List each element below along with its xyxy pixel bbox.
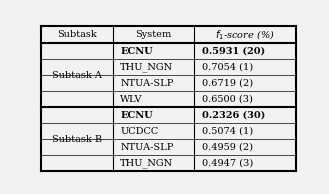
Text: ECNU: ECNU: [120, 47, 153, 56]
Text: ECNU: ECNU: [120, 111, 153, 120]
Text: WLV: WLV: [120, 95, 143, 104]
Text: NTUA-SLP: NTUA-SLP: [120, 143, 173, 152]
Text: 0.6500 (3): 0.6500 (3): [202, 95, 253, 104]
Text: 0.6719 (2): 0.6719 (2): [202, 79, 253, 88]
Text: UCDCC: UCDCC: [120, 127, 159, 136]
Text: 0.5931 (20): 0.5931 (20): [202, 47, 265, 56]
Text: 0.5074 (1): 0.5074 (1): [202, 127, 253, 136]
Text: NTUA-SLP: NTUA-SLP: [120, 79, 173, 88]
Text: Subtask B: Subtask B: [52, 135, 102, 144]
Text: Subtask A: Subtask A: [52, 71, 102, 80]
Text: THU_NGN: THU_NGN: [120, 62, 173, 72]
Text: System: System: [135, 30, 171, 39]
Text: $f_1$-score (%): $f_1$-score (%): [215, 28, 275, 42]
Text: 0.7054 (1): 0.7054 (1): [202, 63, 253, 72]
Text: 0.4959 (2): 0.4959 (2): [202, 143, 253, 152]
Text: THU_NGN: THU_NGN: [120, 158, 173, 168]
Text: Subtask: Subtask: [57, 30, 97, 39]
Text: 0.2326 (30): 0.2326 (30): [202, 111, 265, 120]
Text: 0.4947 (3): 0.4947 (3): [202, 159, 253, 168]
